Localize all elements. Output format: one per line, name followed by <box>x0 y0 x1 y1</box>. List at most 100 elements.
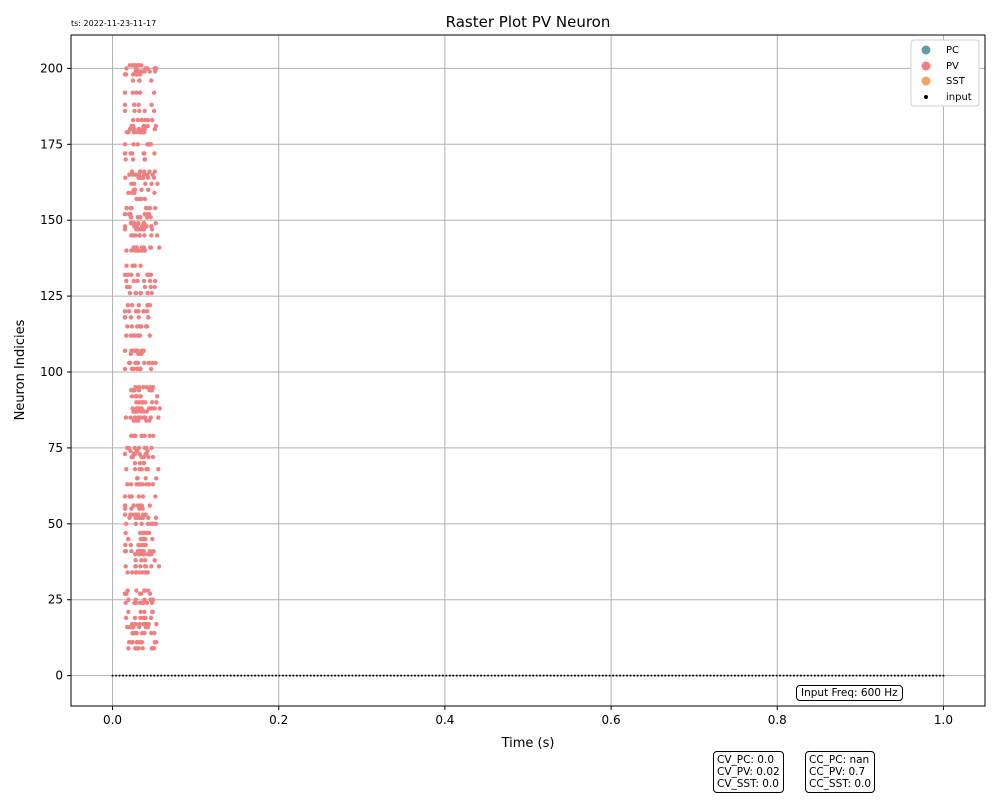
pv-spike-point <box>152 558 157 563</box>
pv-spike-point <box>136 385 142 390</box>
pv-spike-point <box>137 600 143 605</box>
pv-spike-point <box>133 172 138 177</box>
input-spike-point <box>751 674 754 677</box>
pv-spike-point <box>124 248 129 253</box>
pv-spike-point <box>141 548 146 554</box>
pv-spike-point <box>135 278 140 284</box>
pv-spike-point <box>130 157 136 162</box>
pv-spike-point <box>137 366 143 372</box>
input-spike-point <box>827 674 830 677</box>
pv-spike-point <box>132 615 138 621</box>
input-spike-point <box>111 674 114 677</box>
input-spike-point <box>281 674 284 677</box>
pv-spike-point <box>123 521 129 527</box>
cv-pv-text: CV_PV: 0.02 <box>717 766 780 778</box>
pv-spike-point <box>147 278 153 284</box>
pv-spike-point <box>132 460 138 466</box>
input-spike-point <box>904 674 907 677</box>
input-spike-point <box>163 674 166 677</box>
input-spike-point <box>706 674 709 677</box>
pv-spike-point <box>129 303 135 308</box>
input-spike-point <box>344 674 347 677</box>
input-spike-point <box>483 674 486 677</box>
pv-spike-point <box>131 245 136 250</box>
input-spike-point <box>354 674 357 677</box>
input-spike-point <box>358 674 361 677</box>
input-spike-point <box>236 674 239 677</box>
input-spike-point <box>556 674 559 677</box>
pv-spike-point <box>138 530 143 536</box>
pv-spike-point <box>142 233 147 238</box>
pv-spike-point <box>144 466 149 472</box>
pv-spike-point <box>136 126 142 132</box>
input-spike-point <box>938 674 941 677</box>
pv-spike-point <box>142 151 147 156</box>
pv-spike-point <box>128 542 133 548</box>
input-spike-point <box>490 674 493 677</box>
pv-spike-point <box>155 181 160 186</box>
input-spike-point <box>372 674 375 677</box>
pv-spike-point <box>149 630 154 636</box>
pv-spike-point <box>133 558 138 563</box>
input-spike-point <box>184 674 187 677</box>
input-spike-point <box>733 674 736 677</box>
pv-spike-point <box>145 521 151 527</box>
input-spike-point <box>264 674 267 677</box>
input-spike-point <box>400 674 403 677</box>
input-spike-point <box>121 674 124 677</box>
pv-spike-point <box>128 512 133 517</box>
pv-spike-point <box>123 564 128 569</box>
pv-spike-point <box>133 385 138 390</box>
timestamp-label: ts: 2022-11-23-11-17 <box>71 19 157 28</box>
input-spike-point <box>702 674 705 677</box>
pv-spike-point <box>153 123 159 129</box>
x-tick-label: 1.0 <box>934 713 953 727</box>
pv-spike-point <box>150 597 156 602</box>
input-spike-point <box>493 674 496 677</box>
cv-sst-text: CV_SST: 0.0 <box>717 778 779 790</box>
pv-spike-point <box>122 309 128 314</box>
pv-spike-point <box>142 588 147 593</box>
pv-spike-point <box>123 542 128 548</box>
input-spike-point <box>577 674 580 677</box>
legend-marker-input <box>924 95 928 99</box>
pv-spike-point <box>150 536 155 542</box>
input-spike-point <box>459 674 462 677</box>
input-spike-point <box>803 674 806 677</box>
pv-spike-point <box>132 445 137 451</box>
input-spike-point <box>309 674 312 677</box>
input-spike-point <box>549 674 552 677</box>
input-spike-point <box>424 674 427 677</box>
input-spike-point <box>629 674 632 677</box>
pv-spike-point <box>137 108 142 114</box>
pv-spike-point <box>134 394 140 399</box>
input-spike-point <box>115 674 118 677</box>
input-spike-point <box>431 674 434 677</box>
input-spike-point <box>504 674 507 677</box>
pv-spike-point <box>134 90 139 95</box>
x-tick-label: 0.6 <box>602 713 621 727</box>
pv-spike-point <box>148 366 154 372</box>
pv-spike-point <box>147 503 153 508</box>
input-spike-point <box>285 674 288 677</box>
input-spike-point <box>883 674 886 677</box>
pv-spike-point <box>126 597 131 602</box>
pv-spike-point <box>128 482 134 487</box>
input-spike-point <box>678 674 681 677</box>
legend-label-sst: SST <box>946 76 966 87</box>
pv-spike-point <box>141 512 146 517</box>
input-spike-point <box>274 674 277 677</box>
pv-spike-point <box>135 272 141 278</box>
pv-spike-point <box>152 190 157 196</box>
pv-spike-point <box>128 221 134 226</box>
input-spike-point <box>535 674 538 677</box>
input-spike-point <box>893 674 896 677</box>
pv-spike-point <box>134 630 139 636</box>
pv-spike-point <box>140 646 145 651</box>
input-spike-point <box>497 674 500 677</box>
input-spike-point <box>476 674 479 677</box>
pv-spike-point <box>128 360 133 366</box>
pv-spike-point <box>139 175 144 180</box>
pv-spike-point <box>131 102 137 108</box>
input-spike-point <box>514 674 517 677</box>
